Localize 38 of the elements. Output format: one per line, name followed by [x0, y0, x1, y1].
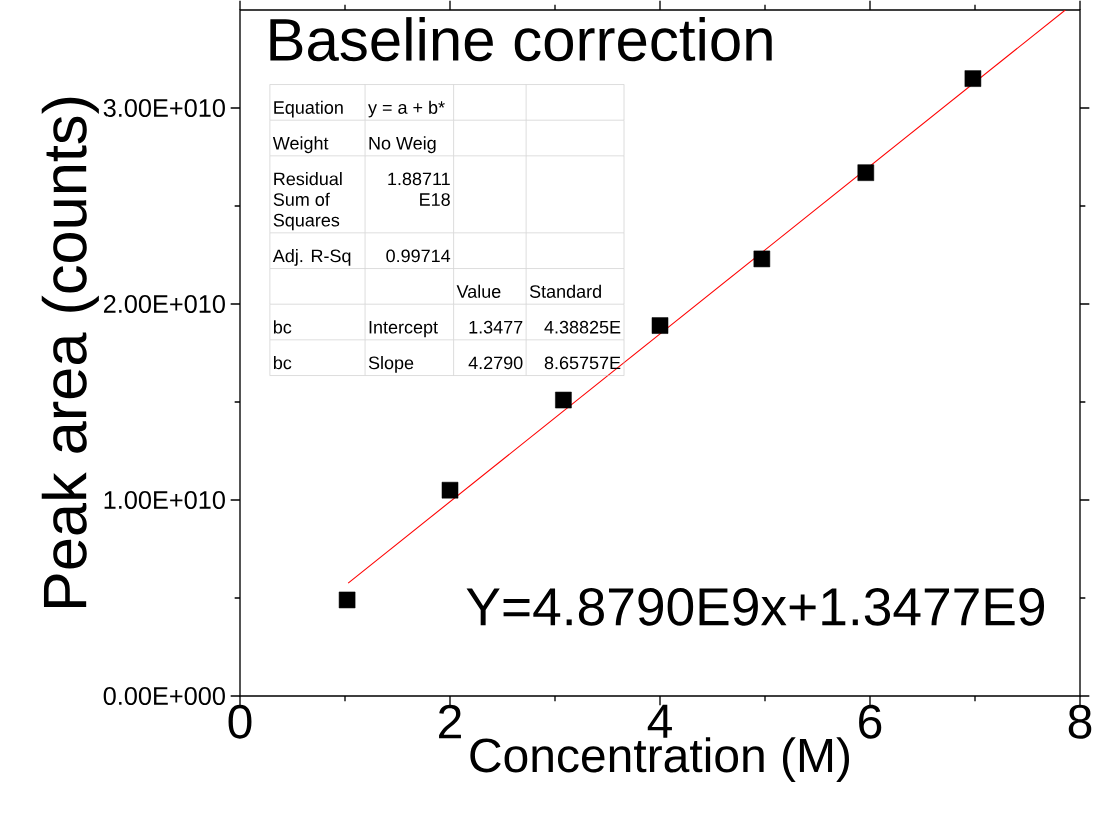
annotation: bc	[273, 356, 292, 370]
x-tick-label: 6	[859, 704, 882, 739]
point	[555, 391, 572, 409]
point	[651, 317, 669, 334]
point	[964, 70, 982, 87]
x-tick-label: 0	[228, 704, 252, 739]
annotation: y = a + b*	[368, 100, 445, 118]
annotation: 1.3477	[469, 320, 523, 334]
annotation: bc	[273, 320, 292, 334]
annotation: Standard	[529, 284, 601, 298]
annotation: 4.2790	[468, 356, 523, 370]
x-tick-label: 4	[647, 704, 672, 738]
x-tick-label: 2	[439, 704, 461, 739]
annotation: Equation	[274, 100, 343, 118]
annotation: Y=4.8790E9x+1.3477E9	[466, 587, 1045, 626]
annotation: No Weig	[369, 136, 436, 154]
annotation: 1.88711 E18	[388, 172, 450, 206]
annotation: Slope	[368, 356, 414, 373]
annotation: 4.38825E	[544, 320, 621, 334]
annotation: 8.65757E	[544, 356, 621, 370]
annotation: Value	[456, 284, 501, 298]
y-tick-label: 0.00E+000	[103, 687, 225, 705]
annotation: Residual Sum of Squares	[273, 172, 342, 231]
point	[338, 591, 356, 609]
chart-title: Baseline correction	[270, 17, 772, 62]
point	[441, 481, 459, 499]
y-tick-label: 2.00E+010	[103, 295, 225, 313]
annotation: Intercept	[369, 321, 438, 338]
annotation: 0.99714	[386, 249, 451, 263]
y-tick-label: 3.00E+010	[103, 99, 225, 117]
y-axis-title: Peak area (counts)	[41, 97, 99, 608]
x-tick-label: 8	[1068, 704, 1092, 739]
annotation: Adj. R-Sq	[272, 249, 351, 266]
y-tick-label: 1.00E+010	[104, 491, 225, 509]
annotation: Weight	[272, 136, 329, 154]
point	[857, 164, 875, 181]
point	[753, 250, 771, 268]
x-axis-title: Concentration (M)	[470, 737, 849, 782]
